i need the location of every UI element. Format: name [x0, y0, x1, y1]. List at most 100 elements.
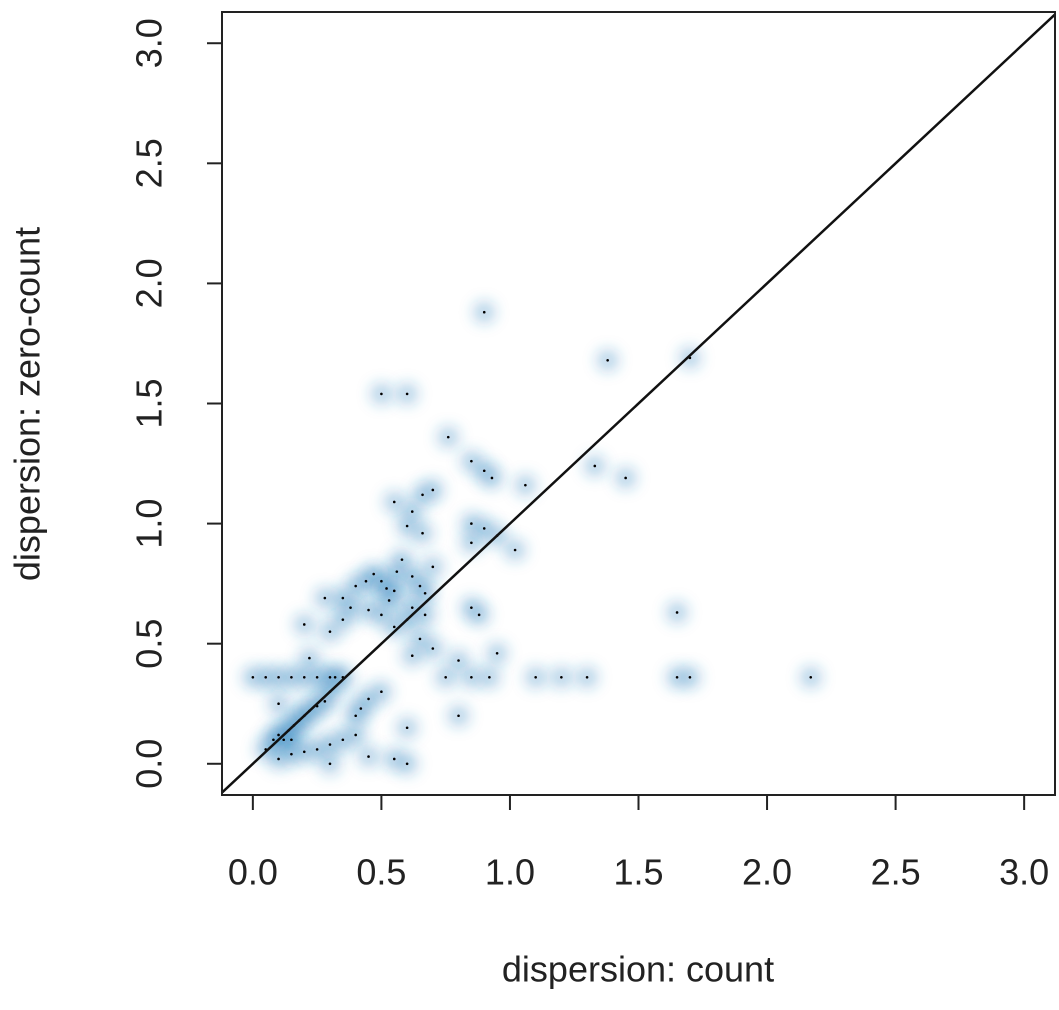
point: [290, 738, 293, 742]
point: [372, 572, 375, 576]
point: [354, 714, 357, 718]
point: [431, 488, 435, 492]
point: [470, 606, 473, 609]
point: [282, 738, 286, 742]
density-layer: [241, 301, 822, 775]
point: [302, 676, 306, 679]
x-tick-label: 1.5: [613, 852, 663, 893]
point: [315, 748, 319, 751]
x-tick-label: 0.0: [228, 852, 278, 893]
point: [302, 750, 306, 754]
point: [328, 676, 332, 679]
point: [423, 613, 427, 617]
y-tick-label: 1.5: [129, 378, 170, 428]
points-layer: [222, 13, 1055, 794]
point: [328, 743, 332, 746]
point: [431, 647, 435, 650]
point: [380, 392, 383, 396]
point: [323, 700, 327, 703]
point: [490, 476, 494, 480]
point: [495, 651, 499, 655]
point: [333, 676, 337, 679]
point: [392, 757, 396, 761]
point: [470, 541, 473, 545]
point: [290, 676, 293, 679]
point: [354, 733, 357, 737]
point: [387, 599, 391, 602]
point: [421, 531, 424, 535]
x-tick-label: 2.5: [871, 852, 921, 893]
point: [272, 738, 275, 742]
point: [380, 579, 383, 583]
point: [400, 558, 404, 561]
point: [277, 702, 280, 706]
point: [290, 752, 293, 756]
point: [524, 483, 527, 487]
point: [323, 596, 327, 600]
point: [395, 570, 399, 573]
point: [341, 738, 345, 742]
point: [364, 579, 368, 583]
x-tick-label: 3.0: [999, 852, 1049, 893]
x-tick-label: 0.5: [356, 852, 406, 893]
y-tick-label: 1.0: [129, 499, 170, 549]
point: [560, 676, 563, 679]
point: [405, 762, 409, 766]
y-tick-label: 0.5: [129, 619, 170, 669]
y-tick-label: 2.0: [129, 258, 170, 308]
point: [367, 697, 370, 701]
point: [308, 656, 311, 660]
point: [606, 358, 609, 362]
point: [431, 565, 435, 569]
point: [444, 676, 447, 679]
point: [380, 690, 383, 694]
x-tick-label: 2.0: [742, 852, 792, 893]
point: [457, 714, 460, 718]
point: [410, 510, 414, 513]
y-tick-label: 3.0: [129, 18, 170, 68]
y-tick-label: 0.0: [129, 739, 170, 789]
point: [585, 676, 589, 679]
point: [405, 392, 409, 396]
point: [251, 676, 255, 679]
point: [410, 606, 414, 609]
point: [367, 608, 370, 612]
point: [410, 575, 414, 578]
point: [341, 618, 345, 621]
point: [593, 464, 597, 468]
point: [328, 762, 332, 766]
point: [385, 587, 388, 590]
point: [675, 611, 679, 614]
point: [354, 584, 357, 588]
point: [482, 310, 486, 314]
point: [302, 623, 306, 626]
point: [688, 676, 692, 679]
point: [477, 613, 481, 617]
point: [380, 613, 383, 617]
point: [423, 591, 427, 595]
point: [470, 459, 473, 463]
point: [482, 469, 486, 473]
point: [624, 476, 627, 480]
point: [534, 676, 537, 679]
point: [421, 493, 424, 497]
point: [367, 755, 370, 758]
point: [418, 584, 422, 588]
point: [675, 676, 679, 679]
x-tick-label: 1.0: [485, 852, 535, 893]
point: [277, 733, 280, 737]
point: [410, 654, 414, 657]
point: [392, 625, 396, 629]
point: [809, 676, 813, 679]
point: [482, 527, 486, 530]
point: [359, 707, 363, 710]
point: [418, 637, 422, 641]
point: [392, 500, 396, 504]
point: [328, 630, 332, 633]
point: [392, 589, 396, 593]
point: [470, 676, 473, 679]
point: [349, 606, 352, 609]
point: [277, 757, 280, 761]
point: [446, 435, 450, 439]
